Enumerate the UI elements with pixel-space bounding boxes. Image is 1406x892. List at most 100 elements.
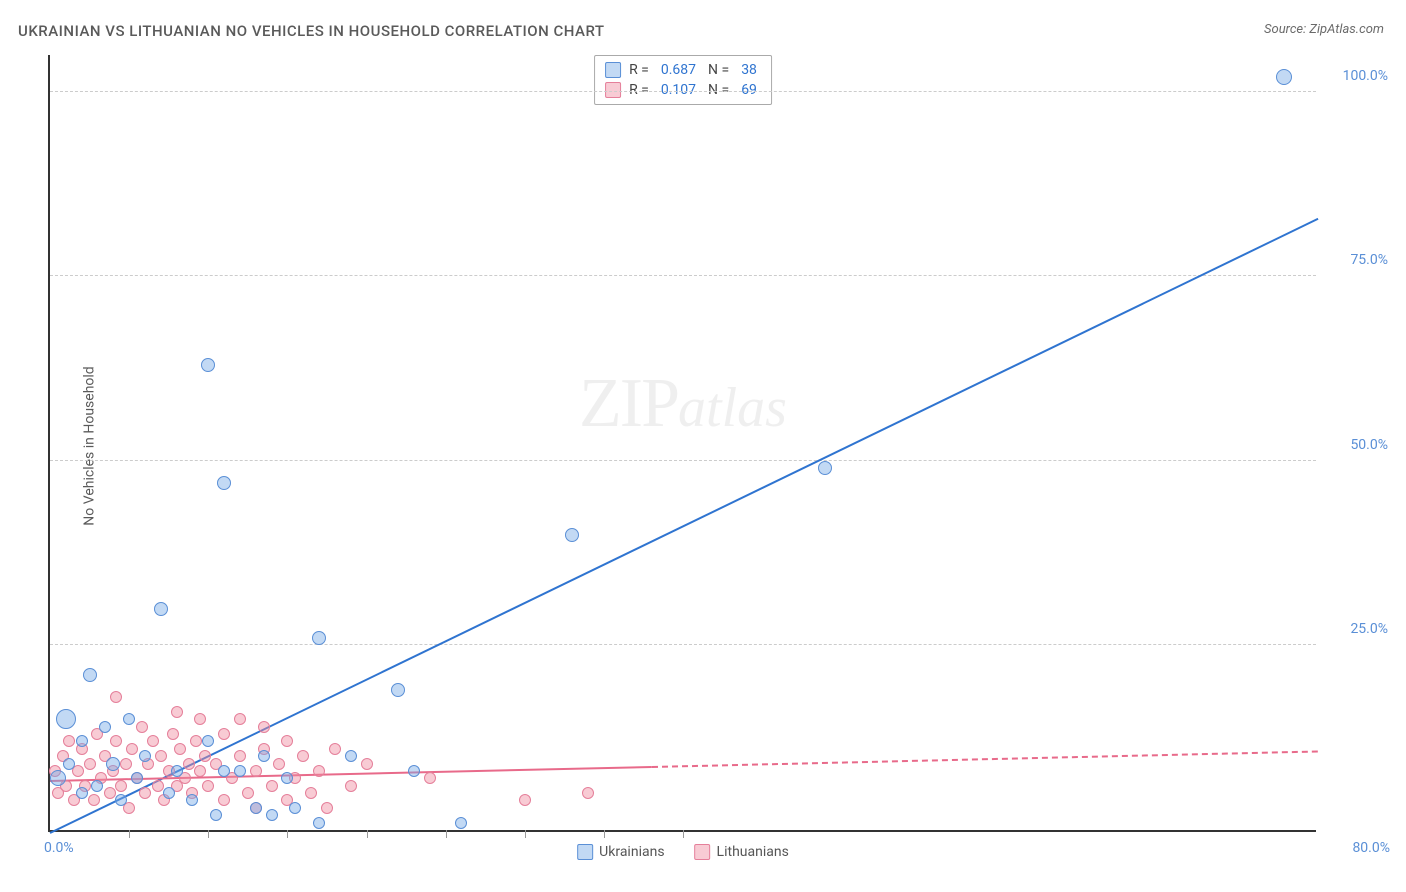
- data-point-ukrainians: [186, 794, 198, 806]
- data-point-lithuanians: [63, 735, 75, 747]
- x-origin-label: 0.0%: [44, 840, 74, 856]
- x-max-label: 80.0%: [1352, 840, 1390, 856]
- x-tick: [367, 830, 368, 838]
- gridline: [50, 460, 1316, 461]
- x-tick: [287, 830, 288, 838]
- r-label: R =: [629, 62, 649, 78]
- data-point-ukrainians: [345, 750, 357, 762]
- r-value-ukrainians: 0.687: [661, 62, 696, 78]
- data-point-ukrainians: [139, 750, 151, 762]
- data-point-lithuanians: [147, 735, 159, 747]
- data-point-ukrainians: [217, 476, 231, 490]
- data-point-lithuanians: [104, 787, 116, 799]
- gridline: [50, 91, 1316, 92]
- chart-container: UKRAINIAN VS LITHUANIAN NO VEHICLES IN H…: [0, 0, 1406, 892]
- x-tick: [208, 830, 209, 838]
- data-point-ukrainians: [131, 772, 143, 784]
- gridline: [50, 644, 1316, 645]
- data-point-lithuanians: [266, 780, 278, 792]
- watermark: ZIPatlas: [579, 364, 787, 444]
- data-point-lithuanians: [110, 735, 122, 747]
- y-tick-label: 25.0%: [1350, 621, 1388, 637]
- data-point-lithuanians: [110, 691, 122, 703]
- data-point-lithuanians: [281, 735, 293, 747]
- data-point-lithuanians: [171, 706, 183, 718]
- data-point-lithuanians: [202, 780, 214, 792]
- data-point-ukrainians: [171, 765, 183, 777]
- data-point-ukrainians: [99, 721, 111, 733]
- data-point-lithuanians: [297, 750, 309, 762]
- legend-label-ukrainians: Ukrainians: [599, 844, 664, 860]
- chart-title: UKRAINIAN VS LITHUANIAN NO VEHICLES IN H…: [18, 22, 605, 40]
- trend-line-dash-lithuanians: [652, 751, 1318, 769]
- data-point-ukrainians: [312, 631, 326, 645]
- data-point-lithuanians: [321, 802, 333, 814]
- gridline: [50, 275, 1316, 276]
- data-point-lithuanians: [329, 743, 341, 755]
- data-point-ukrainians: [154, 602, 168, 616]
- data-point-lithuanians: [136, 721, 148, 733]
- data-point-lithuanians: [519, 794, 531, 806]
- plot-area: ZIPatlas R = 0.687 N = 38 R = 0.107 N = …: [48, 55, 1316, 832]
- data-point-ukrainians: [1276, 69, 1292, 85]
- watermark-zip: ZIP: [579, 365, 678, 442]
- data-point-ukrainians: [565, 528, 579, 542]
- data-point-lithuanians: [345, 780, 357, 792]
- legend-label-lithuanians: Lithuanians: [717, 844, 789, 860]
- data-point-ukrainians: [56, 709, 76, 729]
- n-label: N =: [708, 62, 729, 78]
- data-point-lithuanians: [234, 750, 246, 762]
- data-point-lithuanians: [120, 758, 132, 770]
- data-point-lithuanians: [273, 758, 285, 770]
- data-point-lithuanians: [424, 772, 436, 784]
- data-point-ukrainians: [123, 713, 135, 725]
- data-point-lithuanians: [258, 721, 270, 733]
- data-point-lithuanians: [183, 758, 195, 770]
- data-point-lithuanians: [88, 794, 100, 806]
- data-point-ukrainians: [455, 817, 467, 829]
- x-tick: [683, 830, 684, 838]
- data-point-ukrainians: [63, 758, 75, 770]
- data-point-lithuanians: [242, 787, 254, 799]
- data-point-ukrainians: [408, 765, 420, 777]
- data-point-lithuanians: [72, 765, 84, 777]
- data-point-ukrainians: [202, 735, 214, 747]
- data-point-lithuanians: [167, 728, 179, 740]
- watermark-atlas: atlas: [678, 377, 787, 439]
- source-attribution: Source: ZipAtlas.com: [1264, 22, 1384, 37]
- data-point-lithuanians: [218, 728, 230, 740]
- stats-legend-box: R = 0.687 N = 38 R = 0.107 N = 69: [594, 55, 772, 105]
- x-tick: [129, 830, 130, 838]
- swatch-ukrainians: [605, 62, 621, 78]
- legend-swatch-lithuanians: [695, 844, 711, 860]
- data-point-ukrainians: [76, 787, 88, 799]
- data-point-lithuanians: [152, 780, 164, 792]
- data-point-lithuanians: [361, 758, 373, 770]
- data-point-ukrainians: [818, 461, 832, 475]
- data-point-lithuanians: [250, 765, 262, 777]
- stats-row-ukrainians: R = 0.687 N = 38: [605, 60, 761, 80]
- y-tick-label: 50.0%: [1350, 437, 1388, 453]
- legend-item-ukrainians: Ukrainians: [577, 844, 664, 860]
- trend-line-ukrainians: [50, 218, 1319, 834]
- data-point-ukrainians: [234, 765, 246, 777]
- data-point-ukrainians: [250, 802, 262, 814]
- data-point-ukrainians: [83, 668, 97, 682]
- data-point-lithuanians: [126, 743, 138, 755]
- data-point-ukrainians: [106, 757, 120, 771]
- data-point-lithuanians: [194, 713, 206, 725]
- data-point-lithuanians: [305, 787, 317, 799]
- data-point-ukrainians: [210, 809, 222, 821]
- data-point-lithuanians: [199, 750, 211, 762]
- data-point-ukrainians: [258, 750, 270, 762]
- data-point-lithuanians: [190, 735, 202, 747]
- x-tick: [446, 830, 447, 838]
- data-point-ukrainians: [163, 787, 175, 799]
- data-point-ukrainians: [115, 794, 127, 806]
- data-point-ukrainians: [313, 817, 325, 829]
- data-point-ukrainians: [281, 772, 293, 784]
- legend-item-lithuanians: Lithuanians: [695, 844, 789, 860]
- data-point-lithuanians: [313, 765, 325, 777]
- y-tick-label: 75.0%: [1350, 252, 1388, 268]
- data-point-ukrainians: [289, 802, 301, 814]
